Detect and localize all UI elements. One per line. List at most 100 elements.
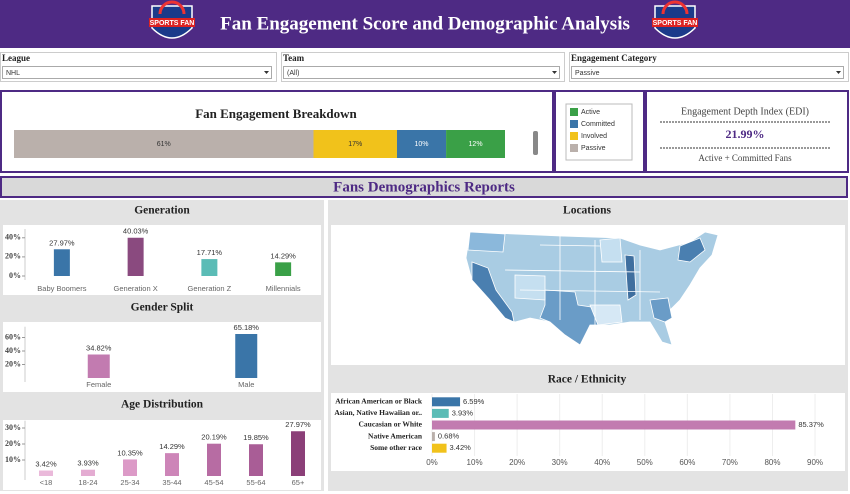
x-tick-label: 0% bbox=[426, 458, 438, 467]
filter-value: (All) bbox=[287, 70, 299, 77]
legend-label: Passive bbox=[581, 145, 606, 152]
value-label: 27.97% bbox=[285, 420, 311, 429]
bar-segment bbox=[446, 130, 505, 158]
plot-bg bbox=[3, 420, 321, 490]
y-tick-label: Caucasian or White bbox=[359, 420, 423, 429]
value-label: 34.82% bbox=[86, 343, 112, 352]
bar bbox=[39, 470, 53, 476]
bar bbox=[87, 354, 110, 378]
filter-select[interactable] bbox=[283, 66, 560, 79]
chart-title: Race / Ethnicity bbox=[548, 374, 627, 386]
filter-label: Team bbox=[283, 53, 305, 63]
page-title: Fan Engagement Score and Demographic Ana… bbox=[220, 13, 630, 34]
chart-title: Generation bbox=[134, 205, 190, 217]
bar bbox=[275, 262, 292, 276]
legend-swatch bbox=[570, 120, 578, 128]
x-tick-label: 30% bbox=[552, 458, 568, 467]
filter-value: Passive bbox=[575, 70, 600, 77]
x-tick-label: Male bbox=[238, 380, 254, 389]
dropdown-arrow bbox=[552, 71, 557, 74]
x-tick-label: <18 bbox=[40, 478, 53, 487]
filter-value: NHL bbox=[6, 70, 20, 77]
kpi-panel bbox=[645, 90, 849, 173]
x-tick-label: 20% bbox=[509, 458, 525, 467]
dropdown-arrow bbox=[264, 71, 269, 74]
bar bbox=[432, 432, 435, 442]
bar bbox=[432, 420, 796, 430]
logo: SPORTS FAN bbox=[149, 0, 195, 39]
scrollbar bbox=[533, 131, 538, 155]
filter-select[interactable] bbox=[2, 66, 272, 79]
chart-title: Fan Engagement Breakdown bbox=[195, 106, 357, 121]
x-tick-label: Baby Boomers bbox=[37, 284, 86, 293]
y-tick-label: Some other race bbox=[370, 443, 423, 452]
bar-segment bbox=[396, 130, 447, 158]
logo: SPORTS FAN bbox=[652, 0, 698, 39]
value-label: 20.19% bbox=[201, 433, 227, 442]
bar bbox=[291, 431, 305, 476]
x-tick-label: 80% bbox=[764, 458, 780, 467]
legend-swatch bbox=[570, 132, 578, 140]
value-label: 10% bbox=[415, 141, 429, 148]
y-tick-label: African American or Black bbox=[335, 397, 423, 406]
value-label: 6.59% bbox=[463, 397, 485, 406]
value-label: 19.85% bbox=[243, 433, 269, 442]
value-label: 3.42% bbox=[35, 460, 57, 469]
bar bbox=[165, 453, 179, 476]
bar bbox=[235, 334, 258, 378]
value-label: 10.35% bbox=[117, 448, 143, 457]
kpi-subtitle: Active + Committed Fans bbox=[698, 153, 792, 163]
bar-segment bbox=[14, 130, 314, 158]
y-tick-label: 40% bbox=[5, 233, 21, 242]
x-tick-label: 55-64 bbox=[246, 478, 265, 487]
value-label: 3.93% bbox=[77, 459, 99, 468]
bar bbox=[123, 459, 137, 476]
x-tick-label: 45-54 bbox=[204, 478, 223, 487]
plot-bg bbox=[331, 393, 845, 471]
bar bbox=[53, 249, 70, 276]
value-label: 0.68% bbox=[438, 432, 460, 441]
x-tick-label: 50% bbox=[637, 458, 653, 467]
value-label: 61% bbox=[157, 141, 171, 148]
value-label: 12% bbox=[469, 141, 483, 148]
bar bbox=[249, 444, 263, 476]
y-tick-label: 20% bbox=[5, 359, 21, 368]
legend-label: Active bbox=[581, 109, 600, 116]
x-tick-label: 18-24 bbox=[78, 478, 97, 487]
value-label: 3.42% bbox=[450, 443, 472, 452]
bar bbox=[201, 259, 218, 276]
charts: Fan Engagement Breakdown 61% 17% 10% 12% Acti… bbox=[5, 106, 824, 487]
value-label: 40.03% bbox=[123, 227, 149, 236]
us-map bbox=[465, 231, 719, 346]
legend-label: Involved bbox=[581, 133, 607, 140]
chart-title: Gender Split bbox=[131, 302, 194, 314]
section-title: Fans Demographics Reports bbox=[333, 179, 515, 195]
value-label: 14.29% bbox=[159, 442, 185, 451]
y-tick-label: 20% bbox=[5, 439, 21, 448]
filter-select[interactable] bbox=[571, 66, 844, 79]
chart-title: Age Distribution bbox=[121, 399, 204, 411]
value-label: 17.71% bbox=[197, 248, 223, 257]
kpi-value: 21.99% bbox=[726, 127, 765, 141]
x-tick-label: 70% bbox=[722, 458, 738, 467]
chart-title: Locations bbox=[563, 205, 611, 217]
y-tick-label: 30% bbox=[5, 423, 21, 432]
value-label: 14.29% bbox=[270, 251, 296, 260]
x-tick-label: 10% bbox=[467, 458, 483, 467]
x-tick-label: 65+ bbox=[292, 478, 305, 487]
y-tick-label: Native American bbox=[368, 431, 423, 440]
value-label: 85.37% bbox=[798, 420, 824, 429]
filter-label: League bbox=[2, 53, 30, 63]
x-tick-label: 35-44 bbox=[162, 478, 181, 487]
bar-segment bbox=[313, 130, 397, 158]
x-tick-label: 25-34 bbox=[120, 478, 139, 487]
value-label: 17% bbox=[348, 141, 362, 148]
value-label: 3.93% bbox=[452, 408, 474, 417]
value-label: 65.18% bbox=[234, 323, 260, 332]
legend-label: Committed bbox=[581, 121, 615, 128]
filter-label: Engagement Category bbox=[571, 53, 657, 63]
logo-text: SPORTS FAN bbox=[653, 20, 698, 27]
x-tick-label: 40% bbox=[594, 458, 610, 467]
y-tick-label: Asian, Native Hawaiian or.. bbox=[334, 408, 422, 417]
x-tick-label: 90% bbox=[807, 458, 823, 467]
